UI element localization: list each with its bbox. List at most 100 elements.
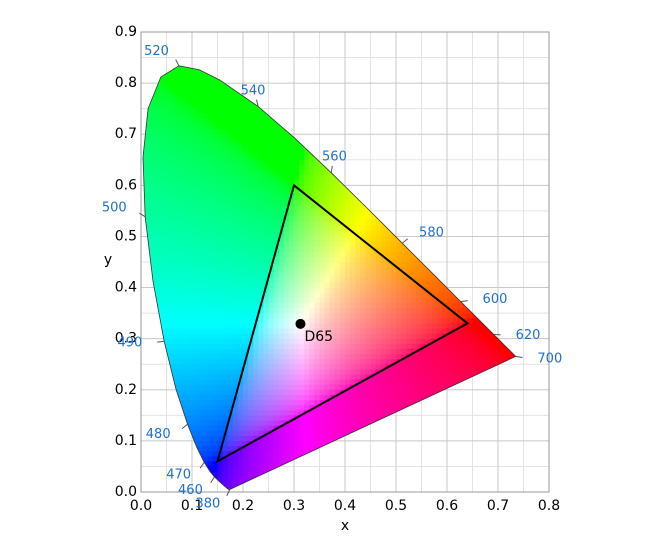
gamut-color (228, 221, 234, 227)
gamut-color (161, 272, 167, 278)
gamut-color (304, 159, 310, 165)
gamut-color (381, 62, 387, 68)
gamut-color (223, 466, 229, 472)
gamut-color (167, 328, 173, 334)
gamut-color (238, 231, 244, 237)
gamut-color (269, 446, 275, 452)
gamut-color (269, 415, 275, 421)
gamut-color (406, 282, 412, 288)
gamut-color (253, 302, 259, 308)
gamut-color (223, 405, 229, 411)
gamut-color (182, 430, 188, 436)
gamut-color (411, 302, 417, 308)
gamut-color (340, 359, 346, 365)
gamut-color (411, 292, 417, 298)
gamut-color (192, 461, 198, 467)
gamut-color (309, 175, 315, 181)
gamut-color (325, 277, 331, 283)
gamut-color (432, 164, 438, 170)
gamut-color (207, 200, 213, 206)
gamut-color (223, 103, 229, 109)
gamut-color (156, 410, 162, 416)
gamut-color (279, 251, 285, 257)
gamut-color (386, 313, 392, 319)
gamut-color (340, 430, 346, 436)
gamut-color (274, 103, 280, 109)
gamut-color (233, 144, 239, 150)
gamut-color (304, 231, 310, 237)
gamut-color (253, 364, 259, 370)
gamut-color (243, 400, 249, 406)
gamut-color (284, 343, 290, 349)
gamut-color (228, 456, 234, 462)
gamut-color (314, 394, 320, 400)
gamut-color (299, 389, 305, 395)
gamut-color (238, 200, 244, 206)
gamut-color (289, 400, 295, 406)
gamut-color (187, 323, 193, 329)
gamut-color (381, 144, 387, 150)
gamut-color (207, 486, 213, 492)
gamut-color (345, 359, 351, 365)
gamut-color (309, 297, 315, 303)
gamut-color (182, 195, 188, 201)
gamut-color (228, 108, 234, 114)
gamut-color (269, 476, 275, 482)
gamut-color (253, 216, 259, 222)
gamut-color (258, 476, 264, 482)
gamut-color (391, 297, 397, 303)
gamut-color (202, 93, 208, 99)
gamut-color (192, 348, 198, 354)
y-tick-label: 0.4 (115, 280, 137, 296)
gamut-color (330, 129, 336, 135)
gamut-color (371, 435, 377, 441)
gamut-color (355, 446, 361, 452)
gamut-color (396, 420, 402, 426)
gamut-color (192, 216, 198, 222)
gamut-color (355, 323, 361, 329)
gamut-color (207, 313, 213, 319)
gamut-color (223, 251, 229, 257)
gamut-color (223, 88, 229, 94)
gamut-color (274, 149, 280, 155)
gamut-color (422, 328, 428, 334)
gamut-color (360, 175, 366, 181)
gamut-color (223, 210, 229, 216)
gamut-color (340, 190, 346, 196)
gamut-color (294, 277, 300, 283)
gamut-color (422, 170, 428, 176)
gamut-color (365, 400, 371, 406)
gamut-color (161, 78, 167, 84)
gamut-color (294, 231, 300, 237)
y-tick-label: 0.9 (115, 24, 137, 40)
gamut-color (396, 323, 402, 329)
gamut-color (187, 313, 193, 319)
gamut-color (274, 175, 280, 181)
gamut-color (320, 256, 326, 262)
gamut-color (325, 216, 331, 222)
gamut-color (299, 175, 305, 181)
gamut-color (243, 124, 249, 130)
gamut-color (146, 446, 152, 452)
gamut-color (274, 461, 280, 467)
gamut-color (411, 113, 417, 119)
gamut-color (167, 134, 173, 140)
gamut-color (289, 205, 295, 211)
gamut-color (151, 159, 157, 165)
gamut-color (289, 343, 295, 349)
gamut-color (376, 333, 382, 339)
gamut-color (427, 400, 433, 406)
gamut-color (309, 364, 315, 370)
gamut-color (284, 62, 290, 68)
gamut-color (304, 124, 310, 130)
gamut-color (248, 113, 254, 119)
gamut-color (167, 287, 173, 293)
gamut-color (228, 277, 234, 283)
gamut-color (182, 200, 188, 206)
x-tick-label: 0.6 (436, 498, 458, 514)
gamut-color (335, 486, 341, 492)
gamut-color (401, 262, 407, 268)
gamut-color (350, 323, 356, 329)
gamut-color (258, 210, 264, 216)
gamut-color (202, 67, 208, 73)
